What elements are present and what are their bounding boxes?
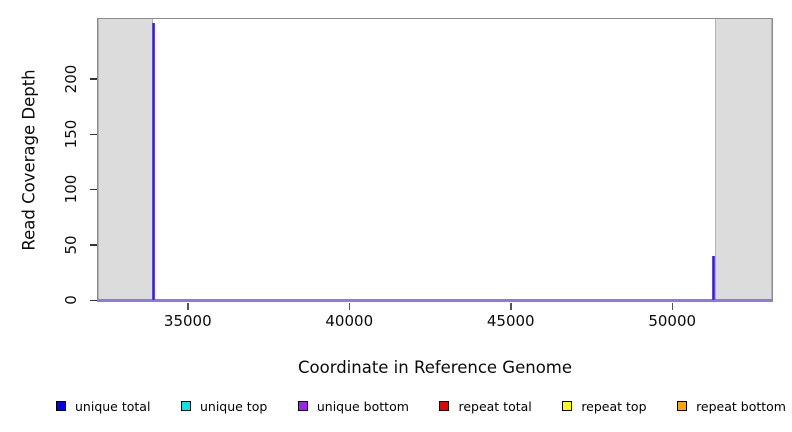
shaded-region <box>98 19 153 300</box>
x-tick-label: 45000 <box>486 312 535 330</box>
legend-swatch-icon <box>439 401 450 411</box>
coverage-spike <box>152 23 156 300</box>
y-axis-title: Read Coverage Depth <box>19 69 39 251</box>
x-tick-mark <box>348 303 351 310</box>
legend-label: repeat top <box>581 398 647 414</box>
y-tick-label: 0 <box>62 295 80 305</box>
legend-swatch-icon <box>677 401 688 411</box>
legend-item: unique bottom <box>297 398 409 414</box>
y-tick-mark <box>90 244 97 246</box>
y-tick-mark <box>90 188 97 191</box>
legend-item: repeat total <box>439 398 532 414</box>
legend-label: unique top <box>199 398 268 414</box>
coverage-spike <box>712 255 716 300</box>
legend-label: repeat total <box>458 398 532 414</box>
x-tick-mark <box>187 303 189 310</box>
legend-label: repeat bottom <box>696 398 786 414</box>
y-tick-mark <box>90 78 97 80</box>
shaded-region <box>715 19 772 300</box>
y-tick-mark <box>90 133 97 135</box>
x-tick-label: 50000 <box>648 312 697 330</box>
legend-label: unique bottom <box>316 398 409 414</box>
legend-swatch-icon <box>562 401 573 411</box>
x-tick-label: 35000 <box>163 312 212 330</box>
legend: unique total unique top unique bottom repea… <box>56 398 786 414</box>
legend-item: unique top <box>180 398 268 414</box>
legend-item: unique total <box>56 399 150 414</box>
x-tick-label: 40000 <box>325 312 374 330</box>
y-tick-label: 150 <box>62 119 80 149</box>
legend-label: unique total <box>75 398 151 414</box>
y-tick-label: 100 <box>62 175 80 204</box>
legend-item: repeat bottom <box>677 399 786 414</box>
y-tick-mark <box>90 299 97 301</box>
x-axis-title: Coordinate in Reference Genome <box>297 358 573 377</box>
x-tick-mark <box>671 303 674 310</box>
legend-item: repeat top <box>562 398 647 414</box>
y-tick-label: 50 <box>62 235 80 255</box>
legend-swatch-icon <box>297 401 308 411</box>
x-tick-mark <box>510 303 512 310</box>
y-tick-label: 200 <box>62 64 80 94</box>
zero-coverage-baseline <box>98 299 772 301</box>
legend-swatch-icon <box>180 401 191 411</box>
plot-area: 0 50 100 150 200 35000 40000 45000 50000 <box>62 18 773 330</box>
legend-swatch-icon <box>56 401 66 411</box>
